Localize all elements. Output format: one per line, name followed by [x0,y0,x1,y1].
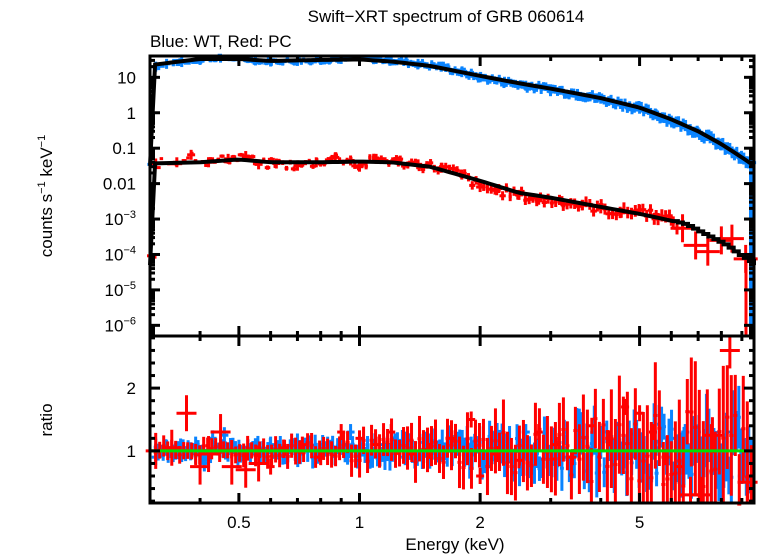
x-tick-label: 1 [355,513,364,532]
y-tick-label: 10 [117,68,136,87]
tick-exponent: −6 [123,315,136,327]
tick-exponent: −5 [123,280,136,292]
pc-model-line [148,157,756,266]
tick-exponent: −3 [123,209,136,221]
wt-model-line [148,56,756,168]
x-tick-label: 0.5 [227,513,251,532]
ratio-series-pc [145,336,758,506]
axis-ticks [148,54,754,503]
y-label-kev: keV [37,147,56,182]
y-label-exp2: −1 [36,135,48,148]
chart-title: Swift−XRT spectrum of GRB 060614 [308,7,585,26]
ratio-y-tick-label: 1 [127,442,136,461]
x-tick-label: 5 [635,513,644,532]
ratio-y-axis-label: ratio [37,403,56,436]
y-tick-label: 10−4 [105,244,136,264]
tick-base: 10 [105,245,124,264]
ratio-panel-frame [148,334,756,505]
x-tick-labels: 0.5 1 2 5 [227,513,644,532]
ratio-y-tick-labels: 12 [127,379,136,461]
tick-exponent: −4 [123,244,136,256]
spectrum-panel-frame [148,54,756,338]
ratio-y-tick-label: 2 [127,379,136,398]
ratio-panel-data [145,336,758,506]
y-label-counts: counts s [37,194,56,257]
chart-subtitle: Blue: WT, Red: PC [150,32,292,51]
tick-base: 10 [105,316,124,335]
spectrum-y-axis-label: counts s−1 keV−1 [36,135,56,257]
spectrum-panel-data [147,53,758,336]
y-tick-label: 10−6 [105,315,136,335]
tick-base: 10 [105,210,124,229]
y-tick-label: 10−5 [105,280,136,300]
y-label-exp1: −1 [36,181,48,194]
series-pc [147,149,758,273]
y-tick-label: 0.1 [112,139,136,158]
tick-base: 10 [105,281,124,300]
x-axis-label: Energy (keV) [405,535,504,554]
y-tick-label: 0.01 [103,175,136,194]
x-tick-label: 2 [475,513,484,532]
y-tick-label: 10−3 [105,209,136,229]
y-tick-label: 1 [127,104,136,123]
series-wt [147,53,757,170]
